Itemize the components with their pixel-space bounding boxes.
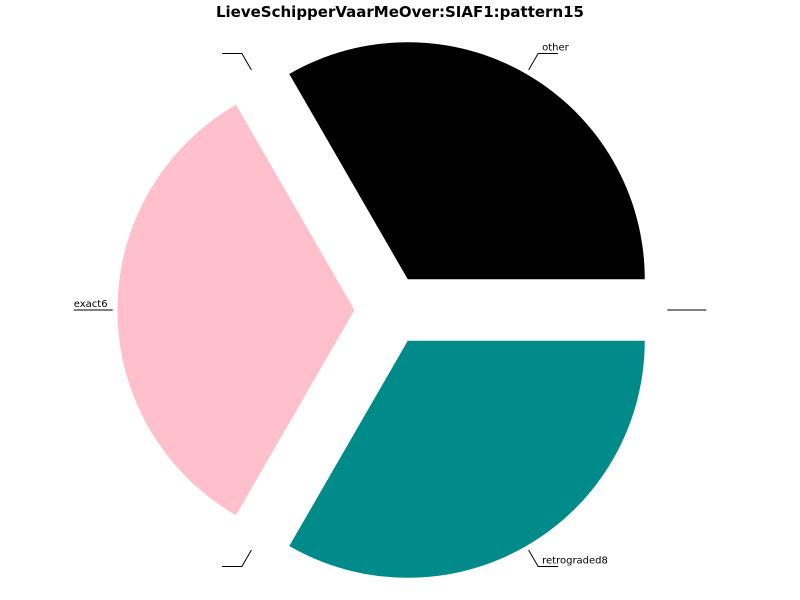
leader-line-retrograded8 bbox=[528, 549, 559, 568]
leader-line-empty-3 bbox=[221, 549, 252, 568]
pie-slice-other bbox=[289, 42, 645, 280]
slice-label-exact6: exact6 bbox=[74, 299, 108, 310]
slice-label-retrograded8: retrograded8 bbox=[542, 556, 608, 567]
leader-line-other bbox=[528, 52, 559, 71]
pie-slice-exact6 bbox=[117, 104, 355, 516]
chart-title: LieveSchipperVaarMeOver:SIAF1:pattern15 bbox=[215, 3, 584, 21]
pie-slice-retrograded8 bbox=[289, 340, 645, 578]
slice-label-other: other bbox=[542, 42, 570, 53]
leader-line-empty-1 bbox=[221, 52, 252, 71]
